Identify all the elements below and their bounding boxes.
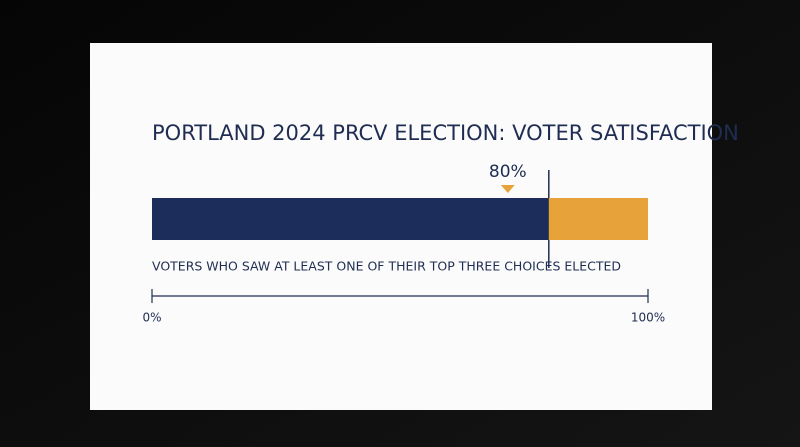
x-tick-label: 100%	[631, 311, 665, 325]
value-label: 80%	[489, 162, 527, 182]
bar-segment	[152, 198, 549, 240]
bar-segment	[548, 198, 648, 240]
chart-title: PORTLAND 2024 PRCV ELECTION: VOTER SATIS…	[152, 121, 739, 145]
series-label: VOTERS WHO SAW AT LEAST ONE OF THEIR TOP…	[152, 259, 621, 274]
x-tick-label: 0%	[142, 311, 161, 325]
value-pointer	[500, 185, 515, 193]
